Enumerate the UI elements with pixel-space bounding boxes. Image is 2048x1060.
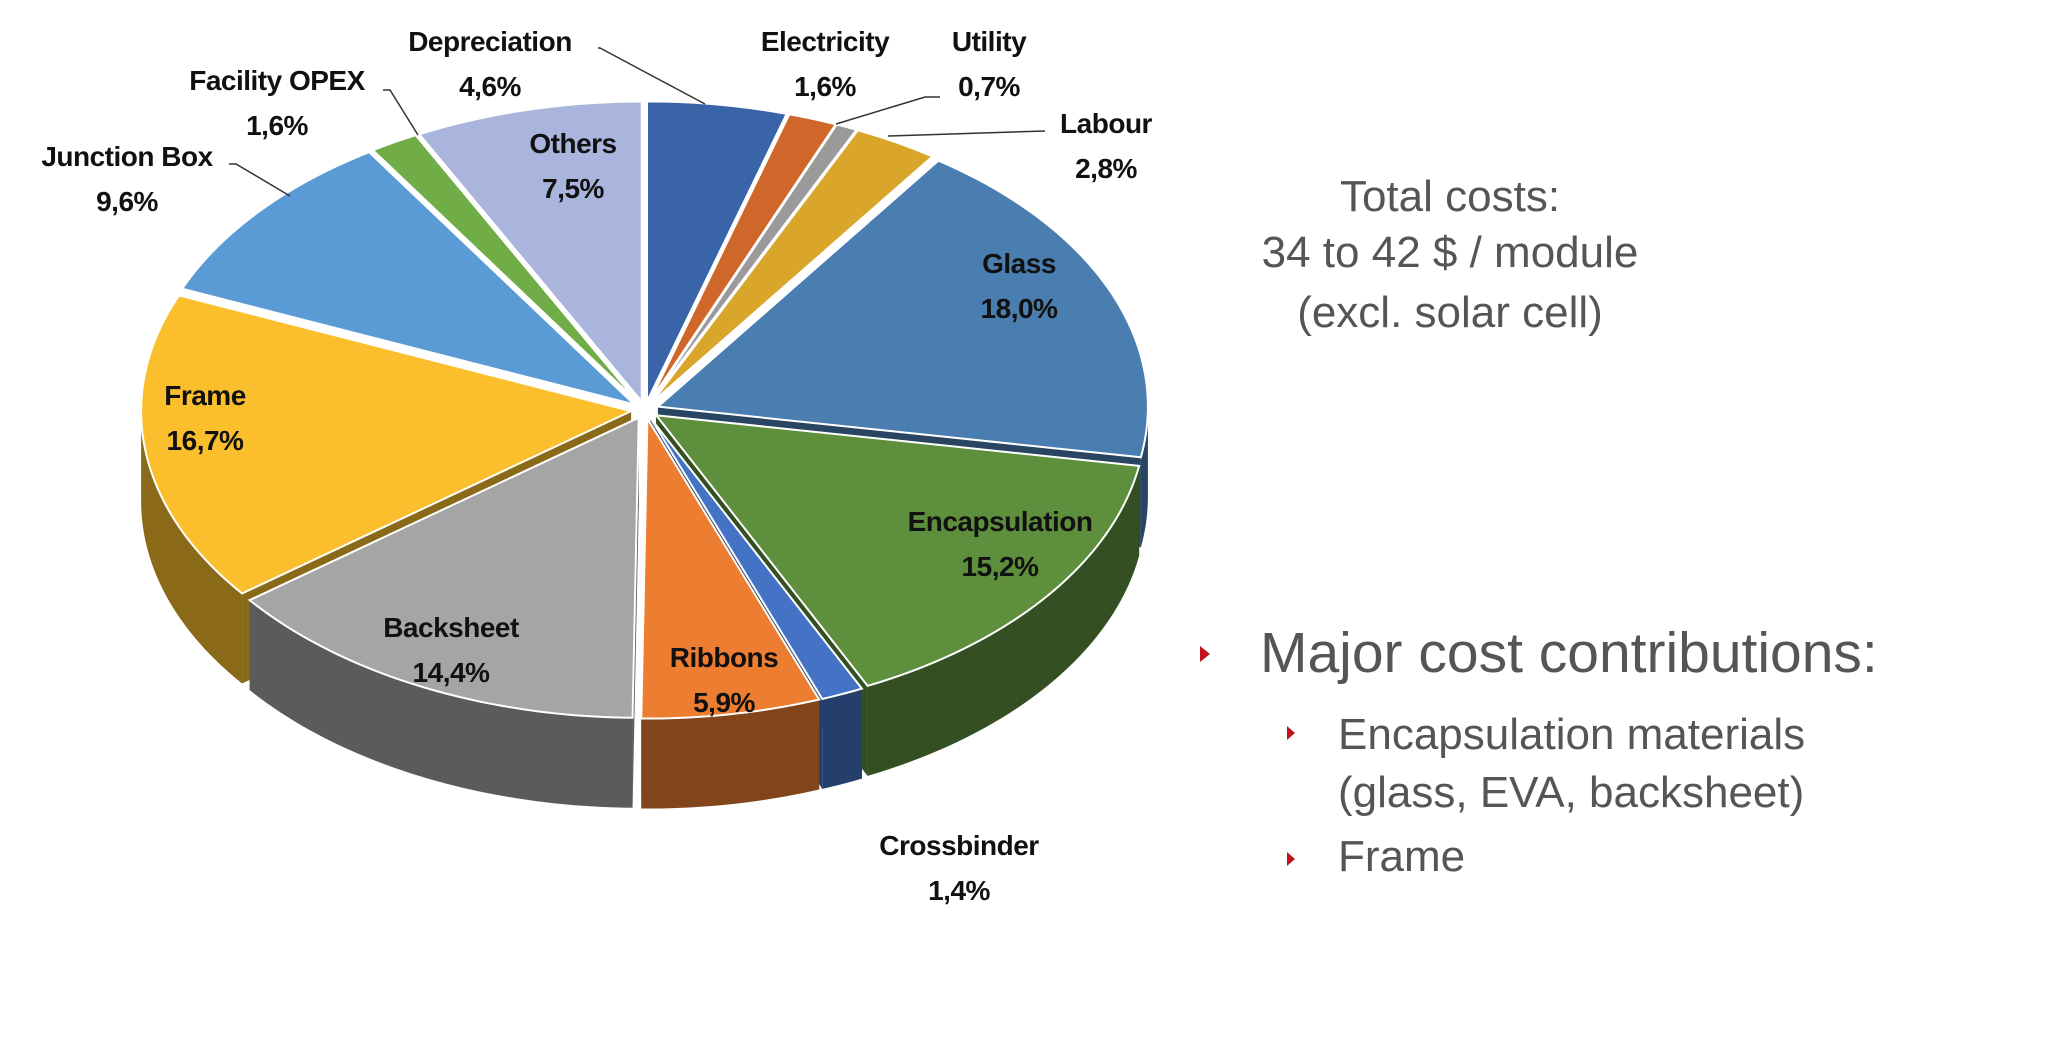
sub-bullet-text-2: (glass, EVA, backsheet) xyxy=(1338,768,1805,817)
slice-value-label: 14,4% xyxy=(412,657,490,688)
slice-label: Facility OPEX xyxy=(189,65,365,96)
bullet-triangle-icon xyxy=(1287,726,1295,740)
pie-slice-others xyxy=(417,100,643,405)
pie-slice-electricity xyxy=(648,113,838,403)
slice-label: Frame xyxy=(164,380,246,411)
leader-line xyxy=(835,96,940,125)
slice-value-label: 2,8% xyxy=(1075,153,1137,184)
slice-label: Crossbinder xyxy=(879,830,1039,861)
slice-value-label: 18,0% xyxy=(980,293,1058,324)
slice-value-label: 1,6% xyxy=(246,110,308,141)
slice-label: Electricity xyxy=(760,26,890,57)
sub-bullet-text: Frame xyxy=(1338,832,1466,881)
pie-slice-glass xyxy=(655,159,1149,459)
slice-value-label: 1,4% xyxy=(928,875,990,906)
pie-slice-crossbinder xyxy=(649,417,864,701)
slice-label: Glass xyxy=(982,248,1056,279)
total-costs-note: (excl. solar cell) xyxy=(1297,288,1603,337)
pie-slice-side-crossbinder xyxy=(822,688,862,789)
slice-label: Others xyxy=(529,128,617,159)
pie-slice-frame xyxy=(140,294,635,595)
leader-line xyxy=(598,47,706,105)
slice-label: Encapsulation xyxy=(907,506,1093,537)
bullet-major-costs: Major cost contributions: xyxy=(1200,620,1878,686)
slice-value-label: 16,7% xyxy=(166,425,244,456)
pie-slice-side-backsheet xyxy=(249,600,633,808)
total-costs-range: 34 to 42 $ / module xyxy=(1261,228,1639,277)
slice-label: Backsheet xyxy=(383,612,519,643)
pie-slice-backsheet xyxy=(247,416,640,719)
pie-slice-encapsulation xyxy=(653,413,1141,688)
slice-value-label: 0,7% xyxy=(958,71,1020,102)
sub-bullet-text: Encapsulation materials xyxy=(1338,710,1806,759)
bullet-triangle-icon xyxy=(1287,852,1295,866)
leader-line xyxy=(383,89,419,136)
pie-slice-labour xyxy=(651,129,935,404)
sub-bullet-frame: Frame xyxy=(1287,832,1465,882)
pie-slice-side-encapsulation xyxy=(867,465,1140,776)
slice-value-label: 7,5% xyxy=(542,173,604,204)
slice-label: Junction Box xyxy=(41,141,213,172)
slice-label: Labour xyxy=(1060,108,1152,139)
slice-label: Utility xyxy=(951,26,1027,57)
leader-line xyxy=(887,130,1046,137)
pie-slice-facility-opex xyxy=(371,134,639,404)
pie-slice-ribbons xyxy=(640,415,821,720)
pie-slice-side-ribbons xyxy=(641,699,820,809)
slice-label: Ribbons xyxy=(669,642,779,673)
pie-slice-side-glass xyxy=(1140,406,1148,548)
bullet-triangle-icon xyxy=(1200,646,1210,662)
slice-value-label: 15,2% xyxy=(961,551,1039,582)
pie-slice-depreciation xyxy=(646,100,789,402)
total-costs-title: Total costs: xyxy=(1339,172,1561,221)
sub-bullet-encapsulation: Encapsulation materials (glass, EVA, bac… xyxy=(1287,706,1805,822)
slice-value-label: 1,6% xyxy=(794,71,856,102)
slice-value-label: 4,6% xyxy=(459,71,521,102)
pie-slice-junction-box xyxy=(180,150,638,407)
slice-label: Depreciation xyxy=(408,26,572,57)
leader-line xyxy=(229,163,291,197)
slice-value-label: 5,9% xyxy=(693,687,755,718)
slice-value-label: 9,6% xyxy=(96,186,158,217)
pie-slice-side-frame xyxy=(141,411,243,684)
bullet-main-text: Major cost contributions: xyxy=(1260,621,1878,685)
